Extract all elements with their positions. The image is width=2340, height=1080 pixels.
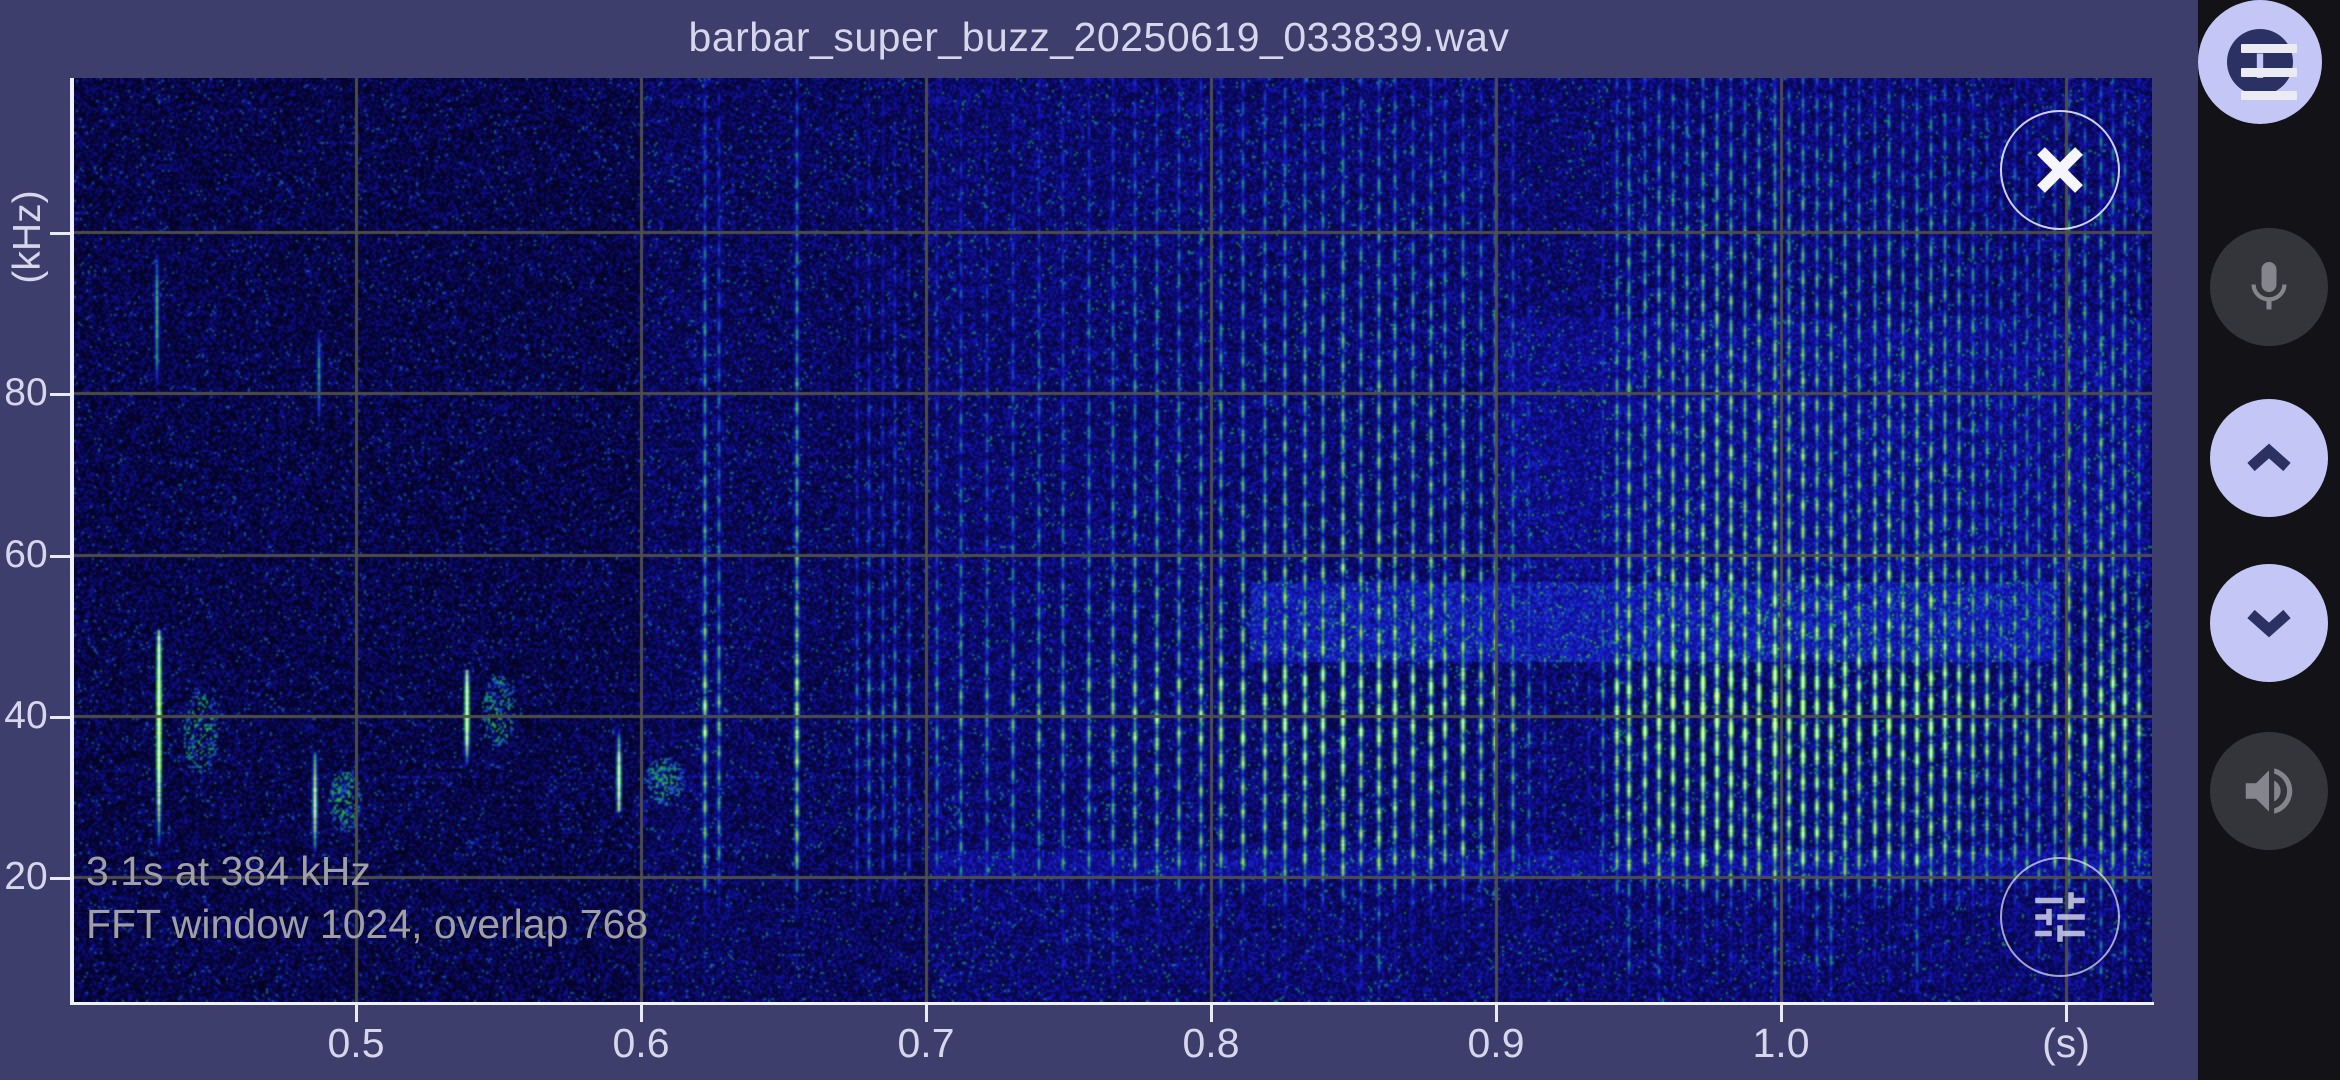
x-tick-label: 0.9 (1467, 1020, 1525, 1066)
recording-info-line: 3.1s at 384 kHz (86, 848, 371, 894)
sidebar: i (2198, 0, 2340, 1080)
close-button[interactable] (2000, 110, 2120, 230)
info-button[interactable]: i (2198, 0, 2322, 124)
y-tick-label: 80 (4, 371, 48, 414)
x-tick-mark (1495, 1003, 1498, 1022)
y-axis-title: (kHz) (6, 190, 49, 284)
x-axis-unit-label: (s) (2042, 1020, 2090, 1066)
x-tick-mark (355, 1003, 358, 1022)
y-tick-mark (50, 716, 70, 719)
chevron-down-icon (2247, 609, 2291, 638)
volume-button[interactable] (2210, 732, 2328, 850)
display-settings-button[interactable] (2000, 857, 2120, 977)
x-axis-line (70, 1002, 2154, 1005)
x-tick-label: 0.5 (327, 1020, 385, 1066)
x-tick-mark (1780, 1003, 1783, 1022)
y-tick-mark (50, 232, 70, 235)
volume-up-icon (2245, 768, 2293, 814)
x-tick-label: 0.6 (612, 1020, 670, 1066)
x-tick-label: 0.7 (897, 1020, 955, 1066)
y-tick-mark (50, 393, 70, 396)
x-tick-mark (1210, 1003, 1213, 1022)
y-tick-mark (50, 877, 70, 880)
hamburger-menu-icon (2241, 91, 2297, 100)
spectrogram-canvas[interactable] (74, 78, 2152, 1002)
file-title: barbar_super_buzz_20250619_033839.wav (688, 13, 1510, 60)
hamburger-menu-icon (2241, 67, 2297, 77)
y-axis-line (70, 78, 74, 1005)
microphone-icon (2251, 262, 2287, 310)
title-bar: barbar_super_buzz_20250619_033839.wav (0, 0, 2198, 74)
x-tick-mark (925, 1003, 928, 1022)
fft-info-line: FFT window 1024, overlap 768 (86, 901, 649, 947)
x-tick-mark (640, 1003, 643, 1022)
record-button[interactable] (2210, 228, 2328, 346)
y-tick-label: 60 (4, 533, 48, 576)
info-icon: i (2227, 29, 2293, 95)
x-tick-label: 0.8 (1182, 1020, 1240, 1066)
y-tick-label: 40 (4, 694, 48, 737)
y-tick-label: 20 (4, 855, 48, 898)
hamburger-menu-icon (2241, 44, 2297, 53)
x-tick-mark (2065, 1003, 2068, 1022)
close-icon (2037, 147, 2083, 193)
chevron-up-icon (2247, 443, 2291, 472)
tune-icon (2035, 892, 2085, 942)
y-tick-mark (50, 555, 70, 558)
menu-button[interactable] (2233, 36, 2305, 108)
scroll-down-button[interactable] (2210, 564, 2328, 682)
x-tick-label: 1.0 (1752, 1020, 1810, 1066)
scroll-up-button[interactable] (2210, 399, 2328, 517)
